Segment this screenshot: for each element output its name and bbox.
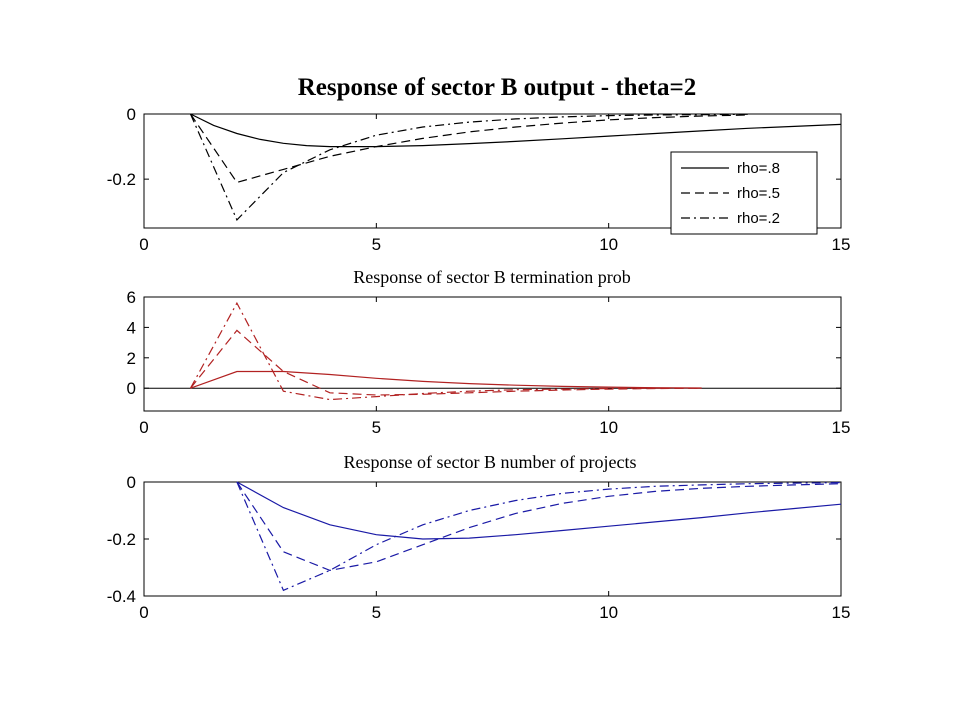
x-tick-label: 10 xyxy=(599,235,618,254)
legend-label: rho=.8 xyxy=(737,160,780,177)
y-tick-label: 4 xyxy=(127,318,136,337)
panel-number-of-projects: 0 5 10 15 0 -0.2 -0.4 xyxy=(107,473,851,622)
y-tick-label: -0.4 xyxy=(107,587,136,606)
series-line-rho-2 xyxy=(189,301,702,401)
series-line-rho-2 xyxy=(236,481,842,592)
panel-1-title: Response of sector B output - theta=2 xyxy=(298,74,697,101)
series-line-rho-8 xyxy=(190,370,702,389)
legend-label: rho=.2 xyxy=(737,210,780,227)
x-tick-label: 0 xyxy=(139,235,148,254)
series-line-rho-5 xyxy=(236,481,842,572)
axes-box xyxy=(143,481,842,597)
series-line-rho-8 xyxy=(190,113,842,148)
axes-box xyxy=(143,296,842,412)
y-tick-label: 0 xyxy=(127,105,136,124)
x-tick-label: 0 xyxy=(139,418,148,437)
x-tick-label: 5 xyxy=(372,418,381,437)
x-tick-label: 15 xyxy=(832,235,851,254)
x-tick-label: 5 xyxy=(372,603,381,622)
panel-output: 0 5 10 15 0 -0.2 rho=.8 rho=.5 rho=.2 xyxy=(107,105,851,254)
legend-box xyxy=(670,151,818,235)
y-tick-label: 6 xyxy=(127,288,136,307)
x-tick-label: 10 xyxy=(599,418,618,437)
x-tick-label: 10 xyxy=(599,603,618,622)
y-tick-label: 0 xyxy=(127,379,136,398)
x-tick-label: 15 xyxy=(832,418,851,437)
panel-termination-prob: 0 5 10 15 6 4 2 0 xyxy=(127,288,851,437)
y-tick-label: 0 xyxy=(127,473,136,492)
y-tick-label: -0.2 xyxy=(107,530,136,549)
series-line-rho-8 xyxy=(236,481,842,540)
x-tick-label: 15 xyxy=(832,603,851,622)
y-tick-label: -0.2 xyxy=(107,170,136,189)
y-tick-label: 2 xyxy=(127,349,136,368)
x-tick-label: 5 xyxy=(372,235,381,254)
legend: rho=.8 rho=.5 rho=.2 xyxy=(670,151,818,235)
series-line-rho-5 xyxy=(190,113,749,184)
panel-3-title: Response of sector B number of projects xyxy=(344,452,637,472)
legend-label: rho=.5 xyxy=(737,185,780,202)
panel-2-title: Response of sector B termination prob xyxy=(353,267,630,287)
x-tick-label: 0 xyxy=(139,603,148,622)
